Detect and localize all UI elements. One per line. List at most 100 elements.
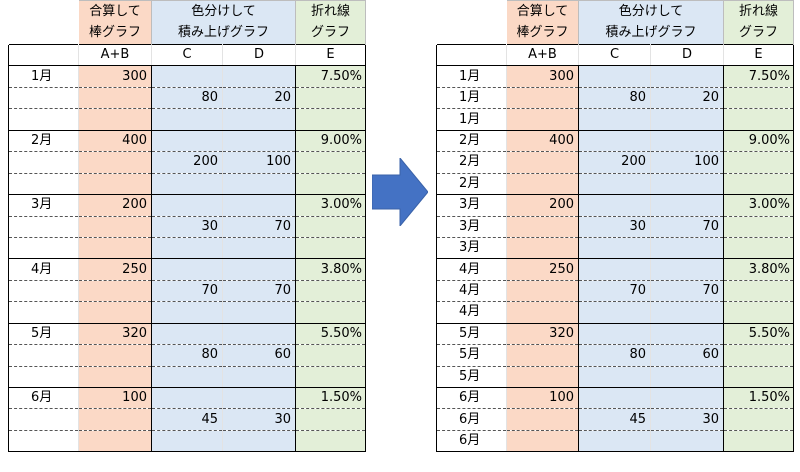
- c-cell[interactable]: [151, 237, 223, 260]
- d-cell[interactable]: [650, 387, 724, 410]
- d-cell[interactable]: 70: [222, 280, 296, 303]
- header-stacked-line1[interactable]: 色分けして: [151, 0, 296, 23]
- d-cell[interactable]: 60: [650, 344, 724, 367]
- d-cell[interactable]: [222, 237, 296, 260]
- header-sum-bar-line2[interactable]: 棒グラフ: [78, 22, 152, 45]
- e-cell[interactable]: [723, 108, 794, 131]
- c-cell[interactable]: 80: [578, 87, 651, 110]
- c-cell[interactable]: [578, 65, 651, 88]
- e-cell[interactable]: 1.50%: [295, 387, 366, 410]
- d-cell[interactable]: 100: [650, 151, 724, 174]
- a-plus-b-cell[interactable]: 200: [78, 194, 152, 217]
- col-header-d[interactable]: D: [222, 43, 296, 67]
- e-cell[interactable]: 9.00%: [295, 130, 366, 153]
- e-cell[interactable]: [723, 237, 794, 260]
- col-header-e[interactable]: E: [723, 43, 794, 67]
- a-plus-b-cell[interactable]: [78, 151, 152, 174]
- month-cell[interactable]: [8, 173, 79, 196]
- a-plus-b-cell[interactable]: [78, 280, 152, 303]
- c-cell[interactable]: [151, 301, 223, 324]
- d-cell[interactable]: 30: [650, 408, 724, 431]
- c-cell[interactable]: [578, 323, 651, 346]
- a-plus-b-cell[interactable]: [506, 344, 579, 367]
- month-cell[interactable]: 5月: [436, 344, 507, 367]
- col-header-a-plus-b[interactable]: A+B: [78, 43, 152, 67]
- month-cell[interactable]: 4月: [8, 258, 79, 281]
- month-cell[interactable]: 6月: [8, 387, 79, 410]
- e-cell[interactable]: [295, 430, 366, 453]
- month-cell[interactable]: 6月: [436, 387, 507, 410]
- d-cell[interactable]: [650, 258, 724, 281]
- d-cell[interactable]: [222, 366, 296, 389]
- d-cell[interactable]: 70: [650, 280, 724, 303]
- col-header-a-plus-b[interactable]: A+B: [506, 43, 579, 67]
- a-plus-b-cell[interactable]: [78, 344, 152, 367]
- d-cell[interactable]: [222, 258, 296, 281]
- e-cell[interactable]: [723, 408, 794, 431]
- c-cell[interactable]: 30: [151, 216, 223, 238]
- c-cell[interactable]: [578, 194, 651, 217]
- e-cell[interactable]: [723, 280, 794, 303]
- d-cell[interactable]: [650, 130, 724, 153]
- month-cell[interactable]: 3月: [436, 216, 507, 238]
- month-cell[interactable]: 4月: [436, 280, 507, 303]
- month-cell[interactable]: 3月: [8, 194, 79, 217]
- col-header-d[interactable]: D: [650, 43, 724, 67]
- c-cell[interactable]: [578, 108, 651, 131]
- d-cell[interactable]: 20: [650, 87, 724, 110]
- d-cell[interactable]: 20: [222, 87, 296, 110]
- a-plus-b-cell[interactable]: [506, 430, 579, 453]
- a-plus-b-cell[interactable]: [506, 173, 579, 196]
- a-plus-b-cell[interactable]: [78, 87, 152, 110]
- e-cell[interactable]: 3.80%: [295, 258, 366, 281]
- e-cell[interactable]: 5.50%: [295, 323, 366, 346]
- month-cell[interactable]: [8, 216, 79, 238]
- month-cell[interactable]: [8, 301, 79, 324]
- month-cell[interactable]: [8, 430, 79, 453]
- d-cell[interactable]: [650, 323, 724, 346]
- header-stacked-line2[interactable]: 積み上げグラフ: [578, 22, 724, 45]
- month-cell[interactable]: 3月: [436, 237, 507, 260]
- c-cell[interactable]: [151, 323, 223, 346]
- e-cell[interactable]: [295, 301, 366, 324]
- e-cell[interactable]: 3.00%: [723, 194, 794, 217]
- month-cell[interactable]: 2月: [436, 151, 507, 174]
- month-cell[interactable]: [8, 408, 79, 431]
- a-plus-b-cell[interactable]: 320: [78, 323, 152, 346]
- col-header-c[interactable]: C: [151, 43, 223, 67]
- d-cell[interactable]: [222, 301, 296, 324]
- e-cell[interactable]: [295, 366, 366, 389]
- month-cell[interactable]: [8, 366, 79, 389]
- d-cell[interactable]: [650, 366, 724, 389]
- month-cell[interactable]: [8, 151, 79, 174]
- a-plus-b-cell[interactable]: 100: [506, 387, 579, 410]
- c-cell[interactable]: 70: [151, 280, 223, 303]
- a-plus-b-cell[interactable]: [506, 87, 579, 110]
- c-cell[interactable]: 30: [578, 216, 651, 238]
- a-plus-b-cell[interactable]: 300: [78, 65, 152, 88]
- month-cell[interactable]: 5月: [436, 323, 507, 346]
- header-line-chart-line1[interactable]: 折れ線: [723, 0, 794, 23]
- month-cell[interactable]: 3月: [436, 194, 507, 217]
- e-cell[interactable]: [723, 87, 794, 110]
- a-plus-b-cell[interactable]: 250: [78, 258, 152, 281]
- c-cell[interactable]: [151, 387, 223, 410]
- c-cell[interactable]: [151, 366, 223, 389]
- a-plus-b-cell[interactable]: 400: [78, 130, 152, 153]
- d-cell[interactable]: [222, 430, 296, 453]
- a-plus-b-cell[interactable]: [506, 216, 579, 238]
- e-cell[interactable]: [723, 430, 794, 453]
- a-plus-b-cell[interactable]: [506, 301, 579, 324]
- a-plus-b-cell[interactable]: [78, 108, 152, 131]
- e-cell[interactable]: [723, 216, 794, 238]
- month-cell[interactable]: 2月: [436, 173, 507, 196]
- c-cell[interactable]: [578, 366, 651, 389]
- header-sum-bar-line1[interactable]: 合算して: [78, 0, 152, 23]
- month-cell[interactable]: 6月: [436, 408, 507, 431]
- c-cell[interactable]: [578, 237, 651, 260]
- d-cell[interactable]: 100: [222, 151, 296, 174]
- a-plus-b-cell[interactable]: [506, 237, 579, 260]
- c-cell[interactable]: [151, 108, 223, 131]
- d-cell[interactable]: [650, 108, 724, 131]
- a-plus-b-cell[interactable]: 320: [506, 323, 579, 346]
